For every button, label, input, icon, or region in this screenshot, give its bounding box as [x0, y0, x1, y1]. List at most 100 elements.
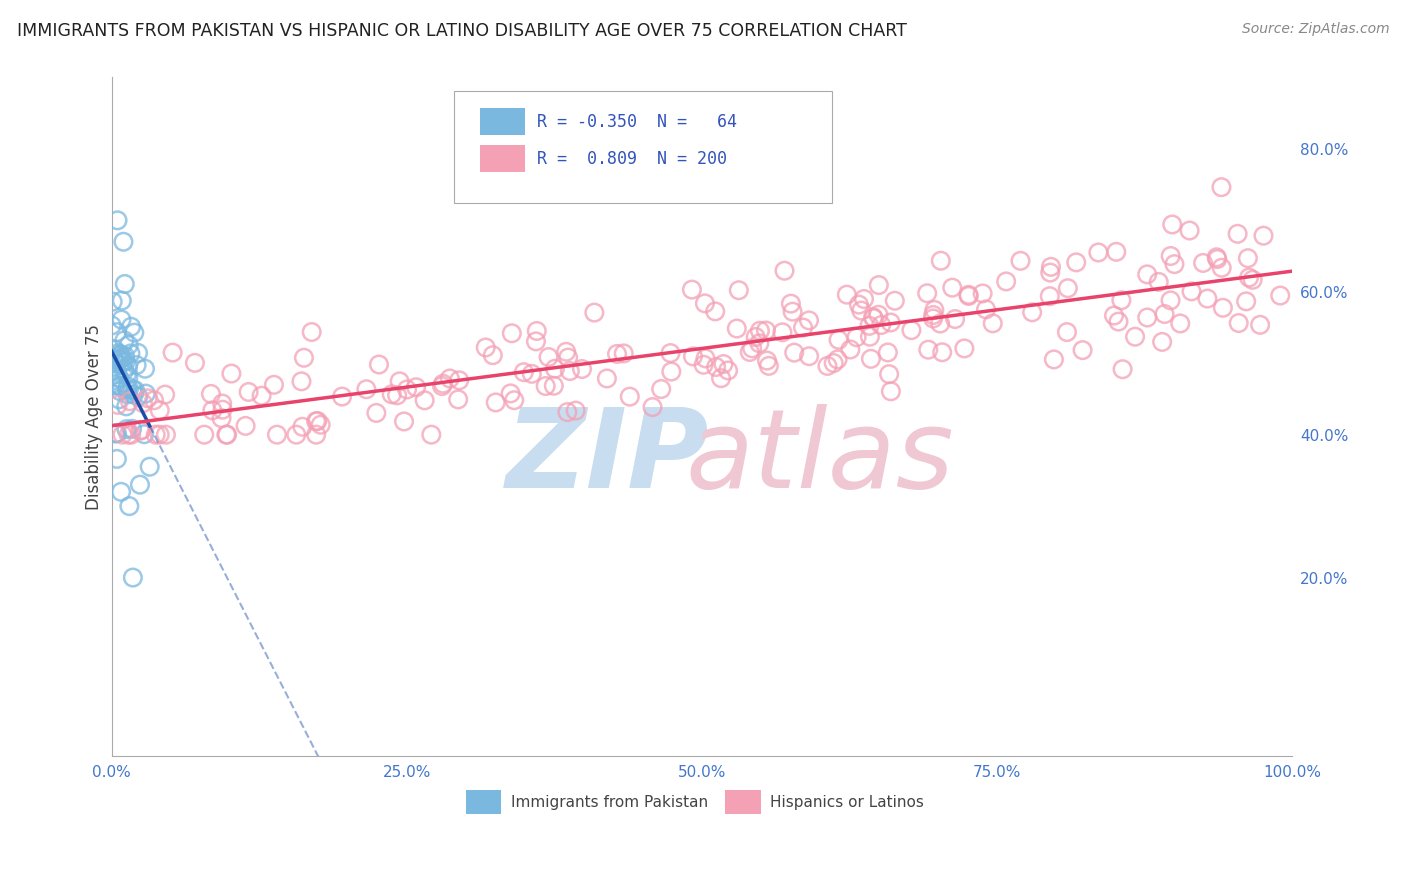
- Point: [135, 386, 157, 401]
- Point: [1237, 270, 1260, 285]
- Point: [122, 387, 145, 401]
- Point: [1021, 305, 1043, 319]
- Point: [149, 427, 172, 442]
- Point: [555, 344, 578, 359]
- Point: [117, 371, 139, 385]
- Point: [659, 346, 682, 360]
- Point: [430, 379, 453, 393]
- Point: [859, 351, 882, 366]
- Point: [447, 392, 470, 407]
- Point: [797, 313, 820, 327]
- Point: [957, 289, 980, 303]
- Point: [120, 319, 142, 334]
- Point: [184, 356, 207, 370]
- Point: [544, 361, 567, 376]
- Point: [704, 304, 727, 318]
- Point: [103, 352, 125, 367]
- Point: [1153, 307, 1175, 321]
- Point: [115, 354, 138, 368]
- Point: [1192, 256, 1215, 270]
- Point: [858, 318, 880, 333]
- Point: [138, 459, 160, 474]
- Point: [682, 350, 704, 364]
- Point: [1039, 289, 1062, 303]
- Point: [915, 286, 938, 301]
- Point: [619, 390, 641, 404]
- Point: [117, 387, 139, 401]
- Point: [108, 371, 131, 385]
- Point: [868, 308, 890, 322]
- Point: [827, 333, 849, 347]
- Point: [104, 367, 127, 381]
- Point: [131, 423, 153, 437]
- Point: [571, 362, 593, 376]
- Point: [307, 414, 329, 428]
- Point: [330, 390, 353, 404]
- FancyBboxPatch shape: [465, 790, 501, 814]
- Point: [524, 334, 547, 349]
- Point: [1010, 253, 1032, 268]
- Point: [783, 345, 806, 359]
- Point: [290, 375, 312, 389]
- Point: [356, 382, 378, 396]
- Point: [121, 382, 143, 396]
- Point: [211, 396, 233, 410]
- Point: [879, 316, 901, 330]
- Point: [110, 379, 132, 393]
- Point: [285, 427, 308, 442]
- Point: [266, 427, 288, 442]
- Point: [972, 286, 994, 301]
- Point: [924, 302, 946, 317]
- Point: [1102, 309, 1125, 323]
- Point: [105, 426, 128, 441]
- Point: [221, 367, 243, 381]
- Point: [104, 373, 127, 387]
- Point: [1237, 251, 1260, 265]
- Point: [773, 264, 796, 278]
- Point: [755, 324, 778, 338]
- Point: [929, 253, 952, 268]
- Point: [292, 351, 315, 365]
- Point: [862, 310, 884, 325]
- Point: [922, 308, 945, 322]
- Point: [115, 422, 138, 436]
- Point: [713, 357, 735, 371]
- Point: [1211, 180, 1233, 194]
- Point: [557, 351, 579, 365]
- Point: [941, 280, 963, 294]
- Point: [823, 356, 845, 370]
- Point: [105, 351, 128, 365]
- Point: [155, 427, 177, 442]
- FancyBboxPatch shape: [454, 91, 831, 203]
- Text: IMMIGRANTS FROM PAKISTAN VS HISPANIC OR LATINO DISABILITY AGE OVER 75 CORRELATIO: IMMIGRANTS FROM PAKISTAN VS HISPANIC OR …: [17, 22, 907, 40]
- Point: [681, 283, 703, 297]
- Point: [108, 392, 131, 407]
- Text: Hispanics or Latinos: Hispanics or Latinos: [770, 795, 924, 810]
- Point: [405, 380, 427, 394]
- Point: [839, 343, 862, 357]
- Point: [1039, 260, 1062, 274]
- Point: [848, 298, 870, 312]
- Point: [104, 378, 127, 392]
- Point: [717, 363, 740, 377]
- Point: [263, 377, 285, 392]
- Point: [101, 294, 124, 309]
- Point: [953, 342, 976, 356]
- FancyBboxPatch shape: [725, 790, 761, 814]
- Point: [125, 358, 148, 372]
- Point: [103, 352, 125, 367]
- Y-axis label: Disability Age Over 75: Disability Age Over 75: [86, 324, 103, 510]
- Point: [111, 293, 134, 308]
- Point: [132, 396, 155, 410]
- Point: [596, 371, 619, 385]
- Point: [395, 383, 418, 397]
- Point: [193, 427, 215, 442]
- Point: [650, 382, 672, 396]
- Point: [162, 345, 184, 359]
- Point: [124, 384, 146, 398]
- Point: [104, 426, 127, 441]
- Point: [741, 341, 763, 355]
- Point: [211, 402, 233, 417]
- Point: [121, 422, 143, 436]
- Point: [107, 346, 129, 360]
